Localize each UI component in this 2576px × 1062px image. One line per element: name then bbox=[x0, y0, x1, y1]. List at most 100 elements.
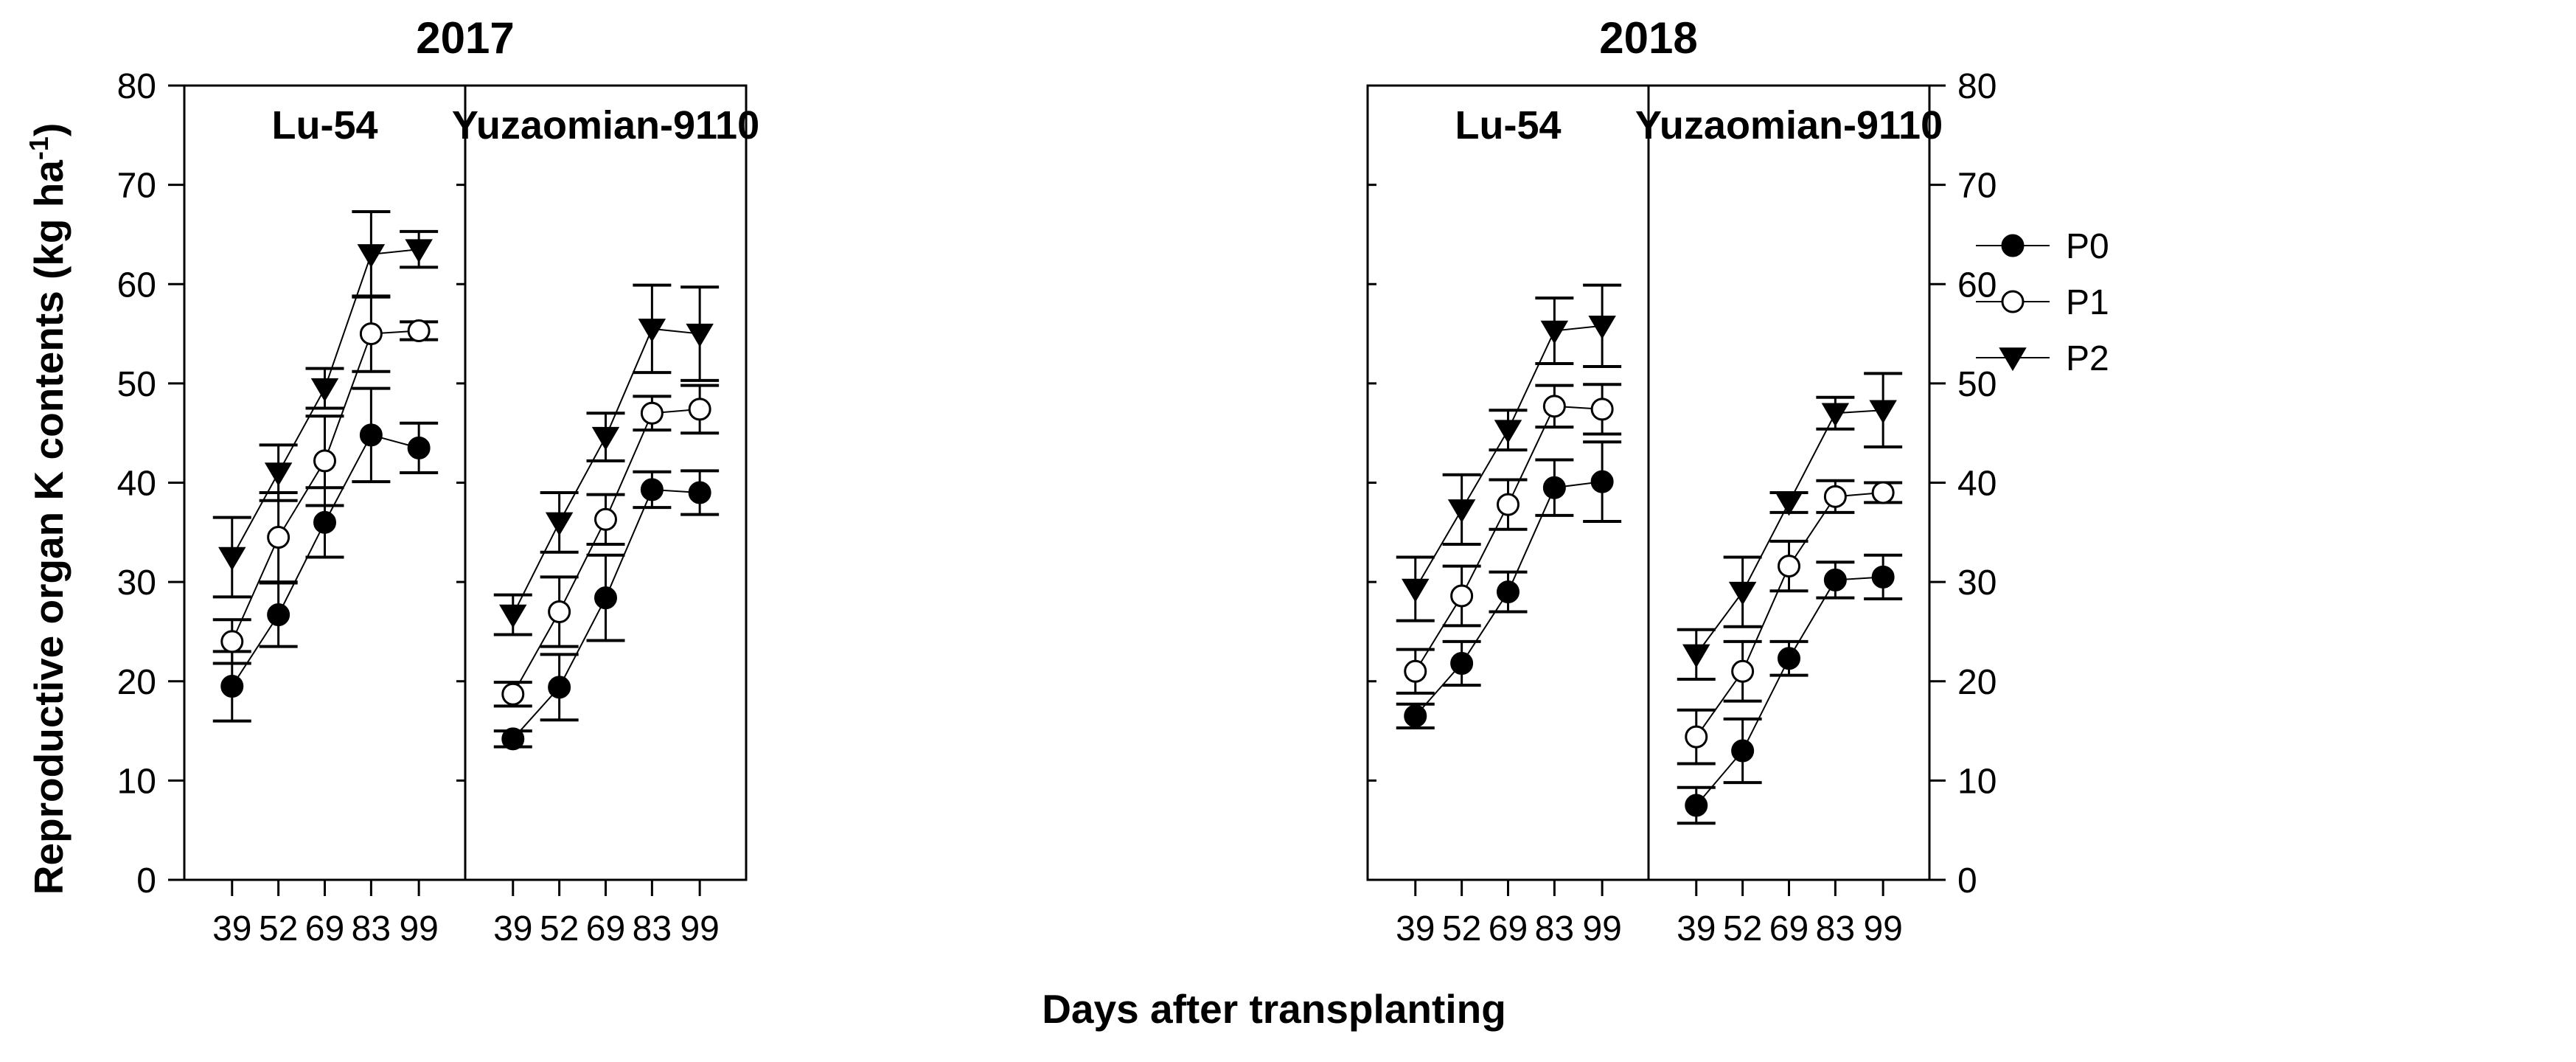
marker-p1 bbox=[1450, 584, 1474, 608]
y-tick-label: 20 bbox=[117, 663, 156, 702]
marker-p2 bbox=[1494, 420, 1522, 444]
y-tick-label: 40 bbox=[1957, 465, 1997, 504]
series-line bbox=[1696, 576, 1884, 806]
marker-p2 bbox=[1402, 578, 1430, 603]
x-axis-title: Days after transplanting bbox=[1042, 986, 1506, 1032]
marker-p2 bbox=[1775, 492, 1803, 516]
y-tick-label: 30 bbox=[1957, 563, 1997, 603]
marker-p2 bbox=[1540, 320, 1569, 344]
marker-p2 bbox=[591, 426, 620, 451]
x-tick-label: 99 bbox=[680, 909, 719, 948]
y-axis-title: Reproductive organ K contents (kg ha-1) bbox=[24, 123, 72, 895]
series-line bbox=[1414, 324, 1603, 590]
marker-p1 bbox=[1497, 493, 1520, 516]
marker-p1 bbox=[548, 600, 571, 624]
marker-p1 bbox=[1685, 725, 1708, 749]
marker-p0 bbox=[594, 586, 617, 610]
legend-label: P1 bbox=[2066, 283, 2109, 322]
marker-p0 bbox=[640, 478, 664, 502]
marker-p2 bbox=[1588, 316, 1616, 339]
marker-p0 bbox=[1450, 652, 1474, 676]
y-tick-label: 40 bbox=[117, 465, 156, 504]
panel-frames bbox=[183, 84, 1931, 881]
series-p2 bbox=[212, 209, 439, 599]
marker-p2 bbox=[1869, 400, 1897, 424]
y-tick-label: 70 bbox=[1957, 167, 1997, 206]
y-tick-label: 80 bbox=[1957, 67, 1997, 106]
marker-p1 bbox=[267, 526, 290, 549]
year-title: 2018 bbox=[1599, 13, 1697, 63]
series-p0 bbox=[1396, 440, 1622, 730]
panel-title: Lu-54 bbox=[271, 103, 377, 148]
legend-label: P2 bbox=[2066, 339, 2109, 378]
marker-p2 bbox=[638, 319, 666, 342]
marker-p1 bbox=[1871, 481, 1895, 504]
marker-p0 bbox=[1685, 794, 1708, 817]
series-p2 bbox=[493, 283, 720, 636]
marker-p0 bbox=[688, 481, 711, 504]
marker-p0 bbox=[1590, 470, 1614, 493]
marker-p1 bbox=[688, 398, 711, 421]
y-tick-label: 70 bbox=[117, 167, 156, 206]
x-tick-label: 99 bbox=[1582, 909, 1621, 948]
marker-p0 bbox=[1871, 565, 1895, 589]
marker-p1 bbox=[359, 322, 383, 346]
marker-p1 bbox=[407, 319, 431, 343]
marker-p0 bbox=[1542, 476, 1566, 499]
marker-p0 bbox=[1778, 647, 1800, 670]
x-tick-label: 52 bbox=[1723, 909, 1762, 948]
x-tick-label: 83 bbox=[1535, 909, 1574, 948]
y-tick-label: 60 bbox=[117, 266, 156, 305]
series-p0 bbox=[212, 386, 439, 723]
marker-p2 bbox=[405, 239, 433, 263]
marker-p1 bbox=[1404, 659, 1427, 683]
series-p1 bbox=[493, 384, 720, 708]
marker-p0 bbox=[501, 727, 525, 751]
series-p0 bbox=[493, 469, 720, 751]
series-p1 bbox=[1677, 479, 1903, 766]
x-tick-label: 69 bbox=[1489, 909, 1528, 948]
marker-p2 bbox=[1447, 499, 1476, 523]
x-tick-label: 52 bbox=[540, 909, 579, 948]
series-p0 bbox=[1677, 553, 1903, 825]
y-tick-label: 50 bbox=[1957, 365, 1997, 404]
x-axes: 39 52 69 83 99 39 52 69 83 99 39 52 69 83 99 39 52 69 83 99 bbox=[212, 880, 1903, 948]
marker-p2 bbox=[264, 462, 293, 487]
y-tick-label: 50 bbox=[117, 365, 156, 404]
marker-p2 bbox=[1999, 347, 2027, 372]
x-tick-label: 39 bbox=[1677, 909, 1716, 948]
y-tick-label: 0 bbox=[136, 861, 156, 900]
x-tick-label: 52 bbox=[1442, 909, 1481, 948]
panel-title: Yuzaomian-9110 bbox=[452, 103, 759, 148]
marker-p2 bbox=[1682, 644, 1710, 668]
marker-p1 bbox=[1778, 555, 1800, 578]
y-tick-label: 10 bbox=[117, 762, 156, 801]
x-tick-label: 39 bbox=[212, 909, 251, 948]
marker-p2 bbox=[686, 323, 714, 347]
y-tick-label: 80 bbox=[117, 67, 156, 106]
y-axis-title-text: Reproductive organ K contents (kg ha bbox=[26, 160, 72, 895]
marker-p1 bbox=[640, 401, 664, 425]
marker-p2 bbox=[218, 546, 246, 571]
x-tick-label: 39 bbox=[1396, 909, 1435, 948]
x-tick-label: 99 bbox=[1863, 909, 1902, 948]
year-title: 2017 bbox=[416, 13, 514, 63]
y-tick-label: 20 bbox=[1957, 663, 1997, 702]
marker-p0 bbox=[267, 603, 290, 627]
marker-p1 bbox=[594, 507, 617, 531]
marker-p1 bbox=[313, 449, 336, 473]
marker-p1 bbox=[1731, 659, 1755, 683]
panel-title: Yuzaomian-9110 bbox=[1635, 103, 1943, 148]
marker-p0 bbox=[2001, 234, 2025, 257]
x-tick-label: 69 bbox=[1769, 909, 1809, 948]
marker-p1 bbox=[220, 630, 244, 653]
y-tick-label: 0 bbox=[1957, 861, 1977, 900]
y-axes: 0 10 20 30 40 50 60 70 80 0 10 20 30 40 50 60 70 80 bbox=[117, 67, 1997, 900]
marker-p1 bbox=[501, 682, 525, 706]
x-tick-label: 69 bbox=[305, 909, 344, 948]
legend-entry-p1: P1 bbox=[1976, 283, 2109, 322]
marker-p2 bbox=[1728, 581, 1757, 605]
series-p1 bbox=[1396, 383, 1622, 695]
x-tick-label: 52 bbox=[259, 909, 298, 948]
